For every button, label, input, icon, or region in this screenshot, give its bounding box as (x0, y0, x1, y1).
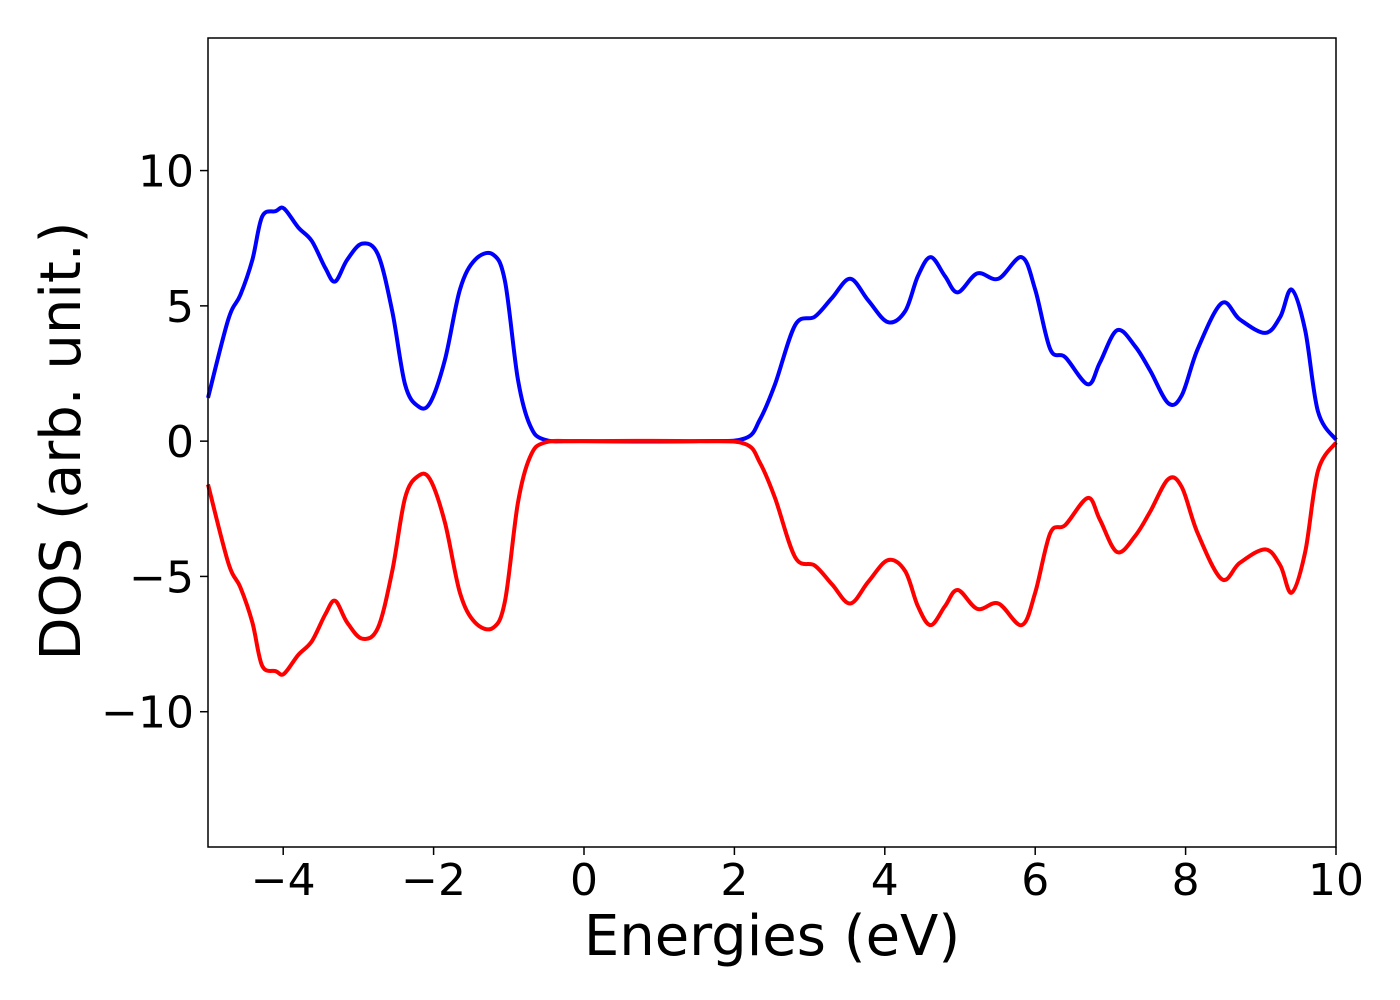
dos-line (206, 438, 1338, 677)
x-tick-label: 0 (570, 855, 598, 906)
y-tick-label: 0 (166, 417, 194, 468)
dos-line (206, 205, 1338, 444)
y-tick-label: −5 (129, 552, 194, 603)
x-tick-label: −2 (401, 855, 466, 906)
y-tick-label: 5 (166, 282, 194, 333)
y-axis-label: DOS (arb. unit.) (29, 221, 94, 660)
y-tick-label: −10 (101, 688, 194, 739)
x-tick-label: 10 (1308, 855, 1364, 906)
x-tick-label: 8 (1172, 855, 1200, 906)
y-tick-label: 10 (138, 147, 194, 198)
x-tick-label: −4 (251, 855, 316, 906)
x-tick-label: 4 (871, 855, 899, 906)
plot-frame (207, 37, 1337, 848)
x-tick-label: 2 (720, 855, 748, 906)
x-tick-label: 6 (1021, 855, 1049, 906)
x-axis-label: Energies (eV) (584, 904, 960, 969)
